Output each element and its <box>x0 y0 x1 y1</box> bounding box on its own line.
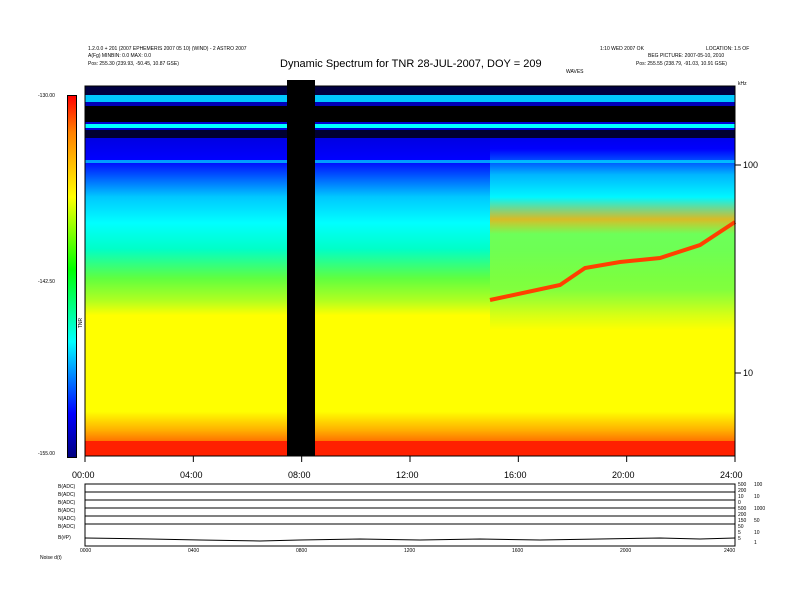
header-right-line2: LOCATION: 1.5 OF <box>706 46 750 52</box>
panel-scale-10: 100 <box>754 482 763 488</box>
low-freq-red-band <box>85 441 735 456</box>
x-tick-label-6: 24:00 <box>720 470 743 480</box>
x-tick-label-1: 04:00 <box>180 470 203 480</box>
mini-x-tick-3: 1200 <box>404 548 416 554</box>
x-tick-label-2: 08:00 <box>288 470 311 480</box>
panel-scale-12: 1000 <box>754 506 766 512</box>
high-freq-cyan-band <box>85 95 735 102</box>
mini-x-tick-0: 0000 <box>80 548 92 554</box>
panel-scale-5: 200 <box>738 512 747 518</box>
header-left-line3: Pos: 255.30 (239.93, -50.45, 10.87 GSE) <box>88 61 179 67</box>
colorbar-tick-mid: -142.50 <box>38 279 55 285</box>
panel-scale-1: 200 <box>738 488 747 494</box>
panel-scale-8: 5 <box>738 530 741 536</box>
panel-scale-0: 500 <box>738 482 747 488</box>
spectrogram-field-right <box>490 86 735 456</box>
panel-label-1: B(ADC) <box>58 484 76 490</box>
panel-scale-2: 10 <box>738 494 744 500</box>
header-right-line1: 1:10 WED 2007 OK <box>600 46 644 52</box>
panel-scale-9: 5 <box>738 536 741 542</box>
mini-x-tick-5: 2000 <box>620 548 632 554</box>
chart-title: Dynamic Spectrum for TNR 28-JUL-2007, DO… <box>280 58 542 70</box>
header-right-line4: Pos: 255.55 (238.79, -91.03, 10.91 GSE) <box>636 61 727 67</box>
cyan-line <box>85 124 735 128</box>
mini-x-tick-2: 0800 <box>296 548 308 554</box>
x-ticks <box>84 456 736 462</box>
panel-scale-11: 10 <box>754 494 760 500</box>
mini-x-tick-1: 0400 <box>188 548 200 554</box>
panel-scale-13: 50 <box>754 518 760 524</box>
panel-label-7: B(#P) <box>58 535 71 541</box>
mini-x-tick-4: 1600 <box>512 548 524 554</box>
dark-band-2 <box>85 130 735 138</box>
colorbar-tick-top: -130.00 <box>38 93 55 99</box>
bottom-panels-frame <box>84 483 736 547</box>
cyan-line-2 <box>85 160 735 163</box>
panel-scale-14: 10 <box>754 530 760 536</box>
colorbar-tick-bottom: -155.00 <box>38 451 55 457</box>
spectrogram-panel <box>85 80 737 456</box>
data-gap <box>287 80 315 456</box>
header-right-line3: BEG PICTURE: 2007-05-10, 2010 <box>648 53 725 59</box>
dark-band-1 <box>85 106 735 122</box>
header-left-line2: A(Fg) MINBIN: 0.0 MAX: 0.0 <box>88 53 152 59</box>
plasma-line-trace <box>489 220 737 302</box>
panel-trace-6 <box>84 537 736 542</box>
panel-label-3: B(ADC) <box>58 500 76 506</box>
panel-scale-4: 500 <box>738 506 747 512</box>
panel-scale-15: 1 <box>754 540 757 546</box>
bottom-footer-label: Noise d(t) <box>40 555 62 561</box>
header-left-line1: 1.2.0.0 + 201 (2007 EPHEMERIS 2007 05 10… <box>88 46 247 52</box>
x-tick-label-5: 20:00 <box>612 470 635 480</box>
panel-label-5: N(ADC) <box>58 516 76 522</box>
x-tick-label-3: 12:00 <box>396 470 419 480</box>
colorbar <box>67 95 77 458</box>
x-tick-label-4: 16:00 <box>504 470 527 480</box>
y-tick-label-10: 10 <box>743 368 754 378</box>
x-tick-label-0: 00:00 <box>72 470 95 480</box>
mini-x-tick-6: 2400 <box>724 548 736 554</box>
y-tick-label-100: 100 <box>743 160 759 170</box>
y-unit-label: kHz <box>738 81 747 87</box>
header-right-small: WAVES <box>566 69 584 75</box>
panel-label-6: B(ADC) <box>58 524 76 530</box>
panel-label-4: B(ADC) <box>58 508 76 514</box>
top-noise-band <box>85 86 735 96</box>
panel-scale-6: 150 <box>738 518 747 524</box>
panel-scale-3: 0 <box>738 500 741 506</box>
panel-label-2: B(ADC) <box>58 492 76 498</box>
bottom-panels <box>84 483 736 547</box>
panel-scale-7: 50 <box>738 524 744 530</box>
